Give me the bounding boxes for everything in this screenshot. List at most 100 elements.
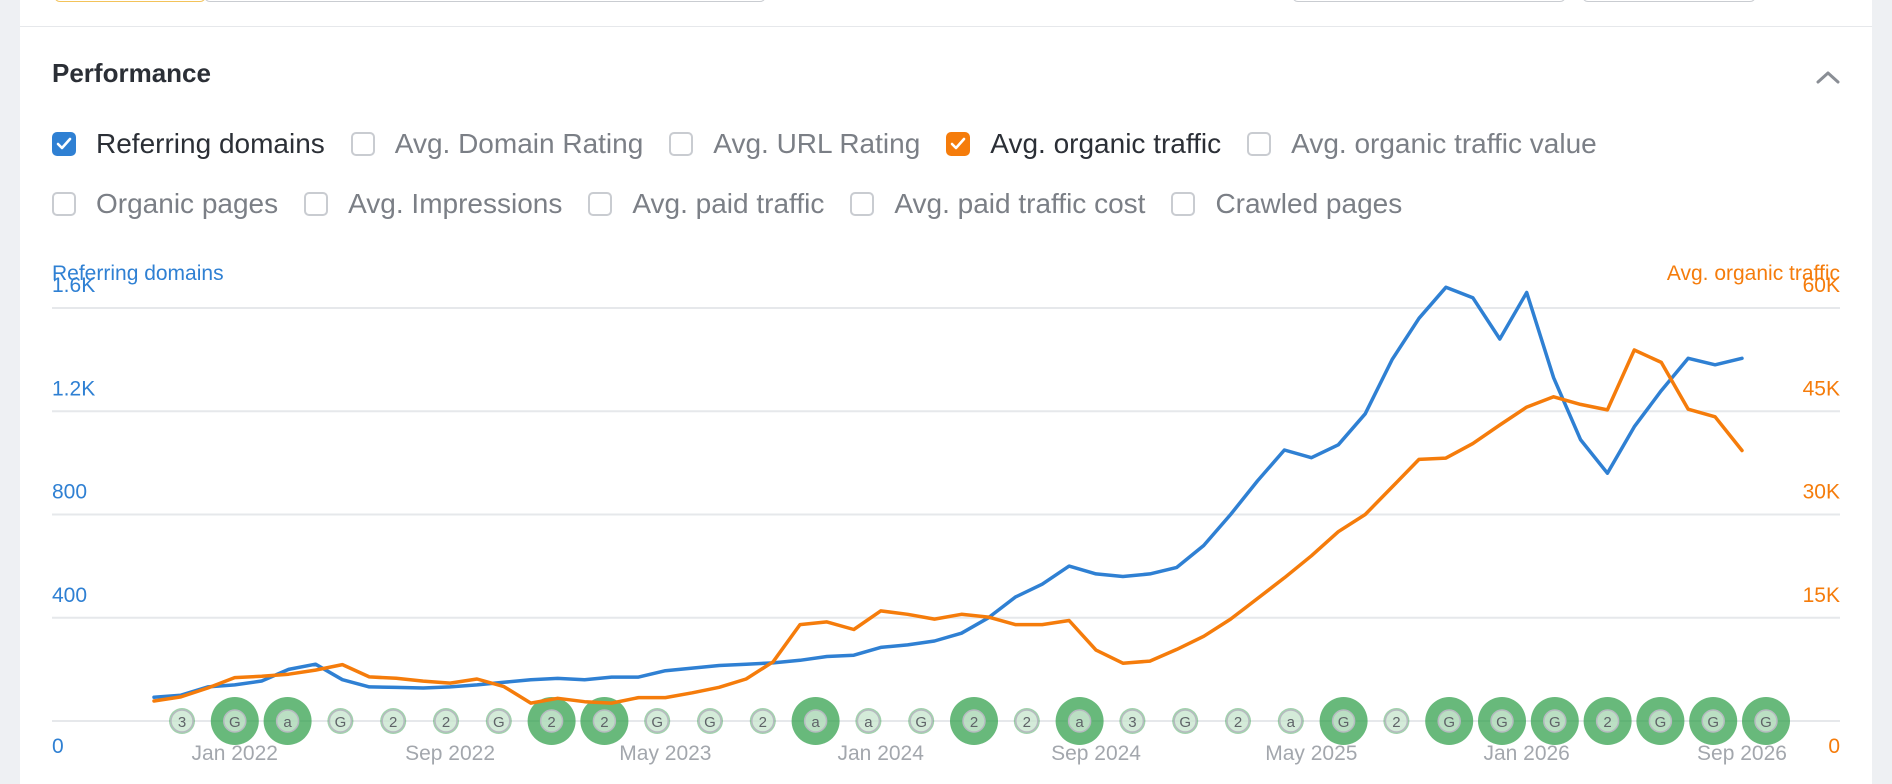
point-organic-traffic	[341, 663, 344, 666]
checkbox-checked[interactable]	[946, 132, 971, 156]
point-organic-traffic	[1121, 662, 1124, 665]
metric-option-organic-pages[interactable]: Organic pages	[52, 188, 278, 220]
event-marker	[527, 697, 576, 745]
point-referring-domains	[906, 643, 909, 646]
metric-option-avg-organic-traffic-value[interactable]: Avg. organic traffic value	[1247, 128, 1597, 160]
checkbox-checked[interactable]	[52, 132, 76, 156]
metric-options-row-1: Referring domains Avg. Domain Rating Avg. …	[52, 128, 1623, 160]
checkbox-unchecked[interactable]	[588, 192, 613, 216]
point-referring-domains	[179, 694, 182, 697]
x-tick-label: Jan 2026	[1483, 742, 1569, 765]
event-marker-badge	[1384, 709, 1409, 733]
metric-option-avg-url-rating[interactable]: Avg. URL Rating	[669, 128, 920, 160]
event-marker-badge	[1595, 709, 1620, 733]
point-organic-traffic	[1283, 576, 1286, 579]
event-marker-label: 2	[1392, 714, 1400, 731]
checkbox-unchecked[interactable]	[350, 132, 375, 156]
checkbox-unchecked[interactable]	[850, 192, 875, 216]
event-marker-label: 2	[442, 714, 450, 731]
event-marker-badge	[1490, 709, 1514, 733]
point-organic-traffic	[1229, 618, 1232, 621]
point-referring-domains	[1095, 572, 1098, 575]
point-referring-domains	[933, 639, 936, 642]
point-referring-domains	[691, 667, 694, 670]
top-filter-pill[interactable]	[54, 0, 206, 2]
point-referring-domains	[556, 677, 559, 680]
metric-option-avg-domain-rating[interactable]: Avg. Domain Rating	[350, 128, 643, 160]
top-select-pill-2[interactable]	[1582, 0, 1756, 2]
checkmark-icon	[950, 137, 966, 150]
point-organic-traffic	[798, 623, 801, 626]
point-organic-traffic	[1337, 530, 1340, 533]
metric-option-label: Avg. paid traffic	[632, 188, 825, 219]
event-marker-badge	[1279, 709, 1303, 733]
event-marker-label: a	[1287, 714, 1296, 731]
point-referring-domains	[287, 668, 290, 671]
point-referring-domains	[1310, 456, 1313, 459]
metric-option-avg-impressions[interactable]: Avg. Impressions	[304, 188, 562, 220]
event-marker-label: 2	[600, 714, 608, 731]
point-organic-traffic	[906, 613, 909, 616]
event-marker	[1425, 697, 1474, 745]
point-referring-domains	[1525, 291, 1528, 294]
event-marker	[1583, 697, 1632, 745]
top-search-pill[interactable]	[204, 0, 766, 2]
point-referring-domains	[1741, 357, 1744, 360]
point-referring-domains	[1364, 412, 1367, 415]
checkbox-unchecked[interactable]	[304, 192, 329, 216]
checkbox-unchecked[interactable]	[669, 132, 694, 156]
metric-option-referring-domains[interactable]: Referring domains	[52, 128, 325, 160]
point-organic-traffic	[637, 696, 640, 699]
event-marker-label: G	[1338, 714, 1350, 731]
event-marker-label: G	[1496, 714, 1508, 731]
checkbox-unchecked[interactable]	[52, 192, 76, 216]
point-organic-traffic	[395, 677, 398, 680]
section-title: Performance	[52, 58, 211, 88]
point-referring-domains	[314, 663, 317, 666]
point-organic-traffic	[718, 686, 721, 689]
x-tick-label: Sep 2022	[405, 742, 495, 765]
point-organic-traffic	[260, 675, 263, 678]
point-organic-traffic	[1148, 660, 1151, 663]
event-marker-label: 2	[547, 714, 555, 731]
event-marker-badge	[698, 709, 722, 733]
point-referring-domains	[368, 685, 371, 688]
event-marker	[1319, 697, 1368, 745]
event-marker-label: 2	[1603, 714, 1611, 731]
point-organic-traffic	[502, 685, 505, 688]
event-marker-badge	[434, 709, 458, 733]
point-referring-domains	[1256, 479, 1259, 482]
point-organic-traffic	[1095, 649, 1098, 652]
event-marker-badge	[1067, 709, 1092, 733]
event-marker-label: G	[493, 714, 505, 731]
checkbox-unchecked[interactable]	[1171, 192, 1196, 216]
x-tick-label: May 2025	[1265, 742, 1357, 765]
metric-option-avg-organic-traffic[interactable]: Avg. organic traffic	[946, 128, 1221, 160]
event-marker-badge	[909, 709, 933, 733]
checkbox-unchecked[interactable]	[1247, 132, 1272, 156]
y-tick-right: 15K	[1803, 584, 1840, 607]
event-marker-label: a	[811, 714, 820, 731]
metric-option-avg-paid-traffic-cost[interactable]: Avg. paid traffic cost	[850, 188, 1145, 220]
metric-option-crawled-pages[interactable]: Crawled pages	[1171, 188, 1402, 220]
point-referring-domains	[1633, 425, 1636, 428]
point-referring-domains	[1041, 583, 1044, 586]
event-marker-label: 3	[1128, 714, 1136, 731]
point-referring-domains	[1229, 513, 1232, 516]
y-tick-left: 400	[52, 584, 87, 607]
point-organic-traffic	[933, 618, 936, 621]
point-organic-traffic	[153, 700, 156, 703]
event-marker	[263, 697, 312, 745]
top-toolbar-edge	[20, 0, 1872, 27]
metric-option-avg-paid-traffic[interactable]: Avg. paid traffic	[588, 188, 824, 220]
point-referring-domains	[153, 696, 156, 699]
right-axis-title: Avg. organic traffic	[1666, 262, 1840, 285]
collapse-button[interactable]	[1810, 62, 1846, 92]
metric-options-row-2: Organic pages Avg. Impressions Avg. paid t…	[52, 188, 1428, 220]
point-referring-domains	[1283, 448, 1286, 451]
top-select-pill[interactable]	[1292, 0, 1566, 2]
point-referring-domains	[1121, 575, 1124, 578]
event-marker-label: G	[1443, 714, 1455, 731]
event-marker-badge	[1173, 709, 1197, 733]
point-organic-traffic	[1444, 457, 1447, 460]
